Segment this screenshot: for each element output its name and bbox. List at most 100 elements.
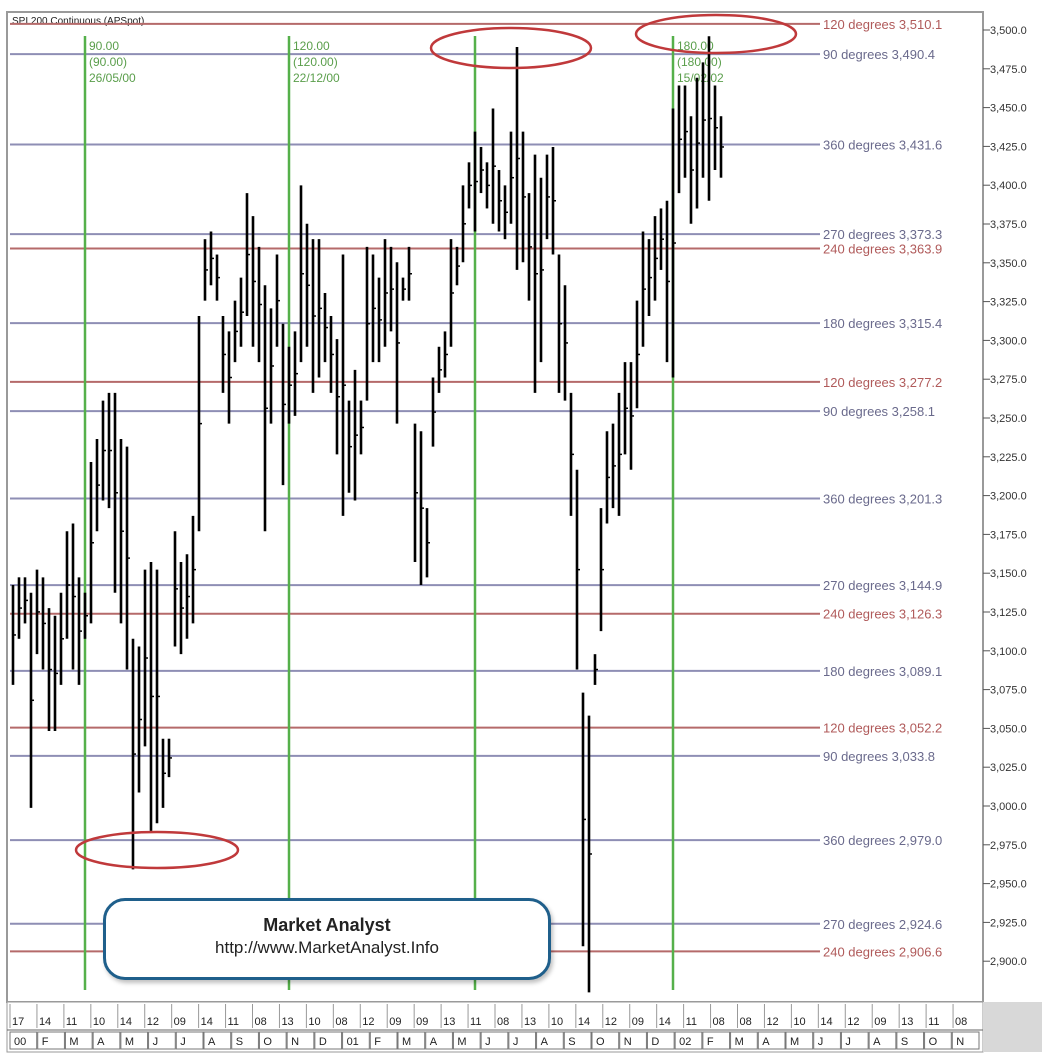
x-month-cell	[730, 1031, 758, 1050]
x-month-label: M	[735, 1036, 744, 1048]
y-tick-label: 3,050.0	[990, 723, 1027, 735]
x-month-cell	[342, 1031, 370, 1050]
x-month-cell	[425, 1031, 453, 1050]
x-month-label: A	[541, 1036, 549, 1048]
time-cycle-label: (90.00)	[89, 55, 127, 69]
x-month-label: D	[319, 1036, 327, 1048]
time-cycle-label: 90.00	[89, 39, 119, 53]
x-day-label: 08	[740, 1016, 752, 1028]
x-day-label: 13	[281, 1016, 293, 1028]
x-month-label: M	[790, 1036, 799, 1048]
highlight-ellipses	[74, 13, 798, 870]
x-month-cell	[785, 1031, 814, 1050]
x-month-label: J	[180, 1036, 186, 1048]
watermark-callout: Market Analyst http://www.MarketAnalyst.…	[103, 898, 551, 980]
x-month-label: A	[873, 1036, 881, 1048]
x-day-label: 12	[362, 1016, 374, 1028]
highlight-ellipse	[429, 26, 593, 70]
gann-level-label: 120 degrees 3,277.2	[823, 375, 942, 390]
x-month-label: S	[568, 1036, 575, 1048]
x-month-label: F	[374, 1036, 381, 1048]
x-axis: 17 14 11 10 14 12 09 14 11 08 13 10 08 12 09 09 13 11 08 13…	[6, 1001, 1042, 1053]
highlight-ellipse	[634, 13, 798, 55]
time-cycle-label: 180.00	[677, 39, 714, 53]
y-tick-label: 3,350.0	[990, 258, 1027, 270]
x-month-cell	[120, 1031, 149, 1050]
x-month-label: M	[125, 1036, 134, 1048]
x-day-label: 11	[686, 1016, 697, 1028]
time-cycle-label: 120.00	[293, 39, 330, 53]
x-month-cell	[64, 1031, 93, 1050]
y-tick-label: 3,300.0	[990, 335, 1027, 347]
y-tick-label: 3,100.0	[990, 646, 1027, 658]
gann-level-label: 360 degrees 2,979.0	[823, 833, 942, 848]
x-day-label: 14	[578, 1016, 590, 1028]
chart-frame	[6, 11, 984, 1003]
x-month-cell	[203, 1031, 232, 1050]
x-day-label: 12	[766, 1016, 778, 1028]
x-day-label: 09	[416, 1016, 428, 1028]
x-month-cell	[896, 1031, 925, 1050]
x-day-label: 13	[901, 1016, 913, 1028]
y-tick-label: 3,425.0	[990, 141, 1027, 153]
x-month-cell	[619, 1031, 647, 1050]
gann-level-label: 240 degrees 2,906.6	[823, 944, 942, 959]
x-month-cell	[258, 1031, 287, 1050]
gann-level-label: 90 degrees 3,490.4	[823, 47, 935, 62]
x-day-label: 09	[389, 1016, 401, 1028]
y-tick-label: 3,075.0	[990, 685, 1027, 697]
x-day-label: 14	[39, 1016, 51, 1028]
x-month-cell	[37, 1031, 65, 1050]
x-day-label: 08	[497, 1016, 509, 1028]
x-month-label: M	[457, 1036, 466, 1048]
x-day-label: 13	[524, 1016, 536, 1028]
x-day-label: 12	[605, 1016, 617, 1028]
x-day-label: 10	[551, 1016, 563, 1028]
x-day-label: 10	[93, 1016, 105, 1028]
gann-level-label: 120 degrees 3,052.2	[823, 721, 942, 736]
y-tick-label: 2,925.0	[990, 917, 1027, 929]
x-day-label: 08	[255, 1016, 267, 1028]
x-day-label: 12	[147, 1016, 159, 1028]
price-bars	[11, 36, 724, 993]
y-tick-label: 3,500.0	[990, 25, 1027, 37]
x-month-cell	[563, 1031, 592, 1050]
y-tick-label: 3,250.0	[990, 413, 1027, 425]
x-day-label: 08	[955, 1016, 967, 1028]
y-tick-label: 2,950.0	[990, 879, 1027, 891]
x-day-label: 12	[847, 1016, 859, 1028]
x-month-cell	[840, 1031, 869, 1050]
x-month-cell	[674, 1031, 703, 1050]
x-month-cell	[924, 1031, 952, 1050]
x-month-label: 02	[679, 1036, 691, 1048]
x-month-label: O	[263, 1036, 272, 1048]
x-month-label: 01	[347, 1036, 359, 1048]
gann-level-label: 240 degrees 3,126.3	[823, 607, 942, 622]
x-month-cell	[951, 1031, 980, 1050]
y-tick-label: 2,900.0	[990, 956, 1027, 968]
x-month-cell	[813, 1031, 841, 1050]
x-month-cell	[369, 1031, 398, 1050]
x-month-label: A	[762, 1036, 770, 1048]
x-month-cell	[757, 1031, 786, 1050]
x-month-cell	[175, 1031, 204, 1050]
time-cycle-label: 22/12/00	[293, 71, 340, 85]
x-month-label: J	[153, 1036, 159, 1048]
x-month-label: M	[402, 1036, 411, 1048]
x-month-label: J	[818, 1036, 824, 1048]
x-day-label: 08	[335, 1016, 347, 1028]
gann-level-label: 240 degrees 3,363.9	[823, 242, 942, 257]
gann-level-label: 90 degrees 3,258.1	[823, 404, 935, 419]
x-month-label: J	[485, 1036, 491, 1048]
y-tick-label: 3,325.0	[990, 297, 1027, 309]
y-axis: 3,500.0 3,475.0 3,450.0 3,425.0 3,400.0 3,375…	[982, 12, 1027, 1002]
x-month-cell	[286, 1031, 315, 1050]
x-month-cell	[92, 1031, 121, 1050]
x-month-label: O	[929, 1036, 938, 1048]
gann-level-label: 360 degrees 3,201.3	[823, 491, 942, 506]
time-cycle-label: 15/02/02	[677, 71, 724, 85]
x-month-label: O	[596, 1036, 605, 1048]
watermark-url: http://www.MarketAnalyst.Info	[215, 938, 439, 957]
gann-level-label: 180 degrees 3,089.1	[823, 664, 942, 679]
